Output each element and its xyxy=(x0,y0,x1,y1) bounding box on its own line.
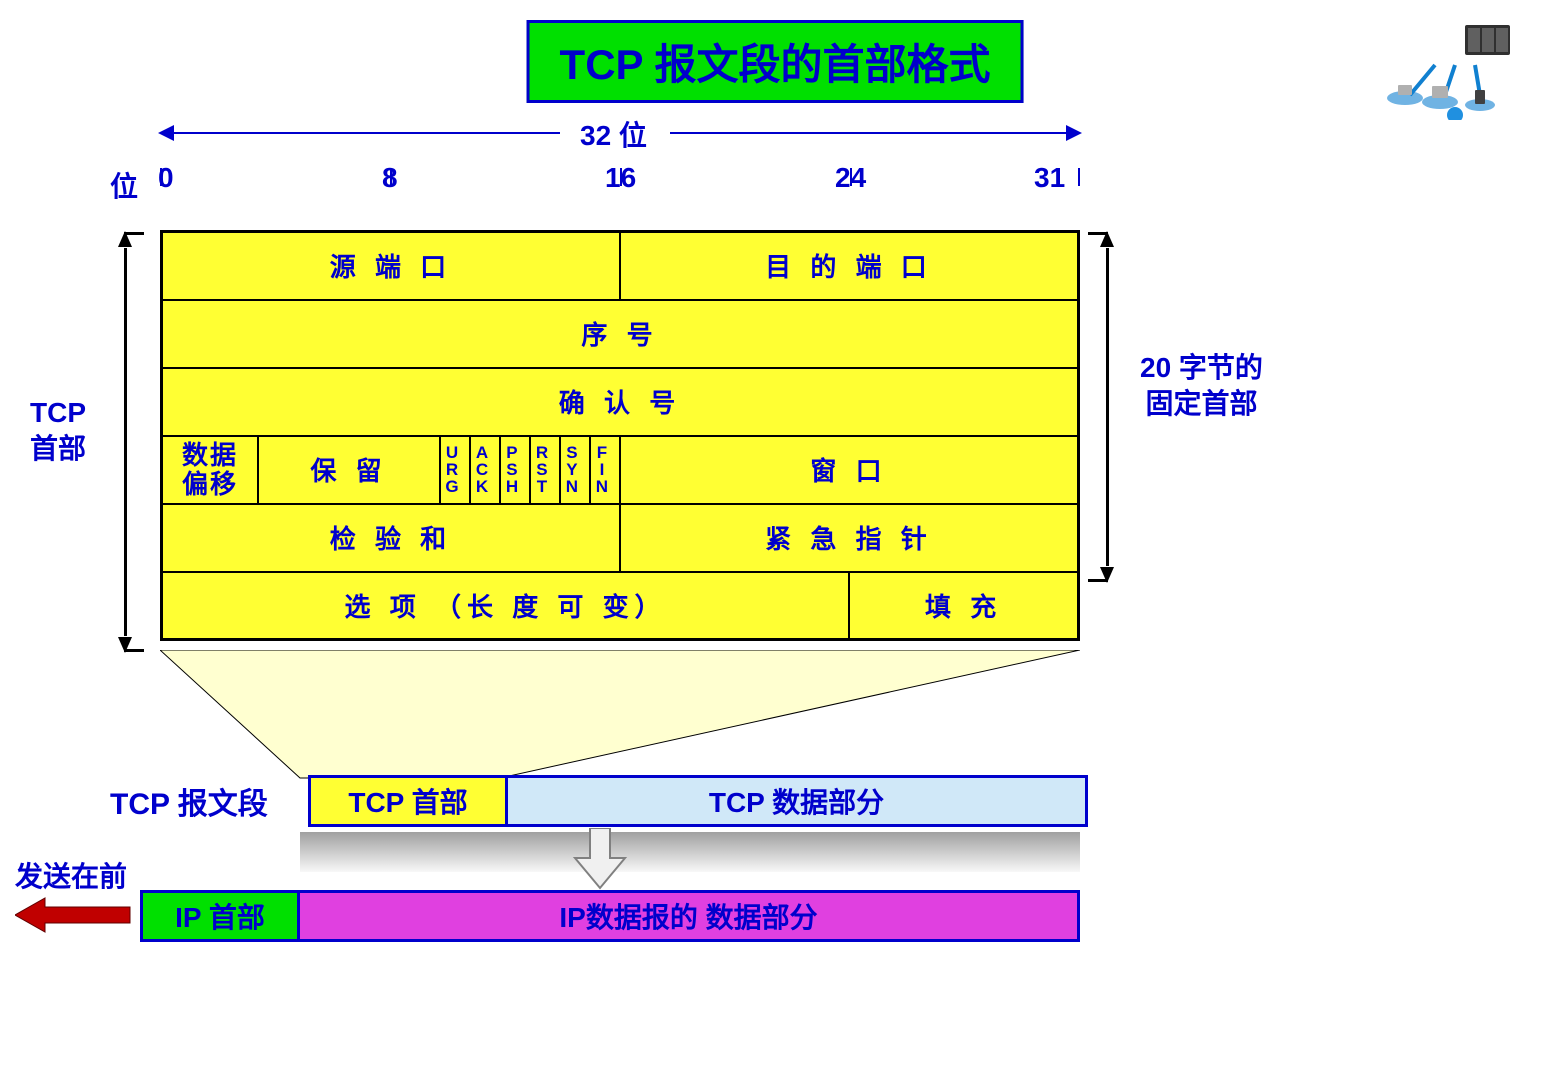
flag-fin: FIN xyxy=(590,436,620,504)
flag-urg: URG xyxy=(440,436,470,504)
tcp-segment-row: TCP 报文段 TCP 首部 TCP 数据部分 xyxy=(110,775,1088,827)
field-options: 选 项 （长 度 可 变） xyxy=(162,572,850,640)
field-padding: 填 充 xyxy=(849,572,1078,640)
field-window: 窗 口 xyxy=(620,436,1079,504)
send-first-label: 发送在前 xyxy=(15,855,127,895)
right-side-label: 20 字节的 固定首部 xyxy=(1140,350,1263,423)
left-bracket xyxy=(110,232,140,652)
flag-rst: RST xyxy=(530,436,560,504)
flag-syn: SYN xyxy=(560,436,590,504)
tcp-header-box: TCP 首部 xyxy=(308,775,508,827)
send-arrow-icon xyxy=(15,895,135,935)
left-side-label: TCP 首部 xyxy=(30,395,86,468)
tick-8: 8 xyxy=(382,162,398,194)
field-seq-num: 序 号 xyxy=(162,300,1079,368)
field-data-offset: 数据 偏移 xyxy=(162,436,258,504)
diagram-title: TCP 报文段的首部格式 xyxy=(527,20,1024,103)
flag-ack: ACK xyxy=(470,436,500,504)
field-dest-port: 目 的 端 口 xyxy=(620,232,1079,300)
right-bracket xyxy=(1092,232,1122,582)
gradient-connector xyxy=(300,832,1080,872)
network-icon xyxy=(1380,20,1520,120)
down-arrow-icon xyxy=(570,828,630,893)
field-checksum: 检 验 和 xyxy=(162,504,620,572)
tick-16: 16 xyxy=(605,162,636,194)
field-reserved: 保 留 xyxy=(258,436,440,504)
tcp-segment-label: TCP 报文段 xyxy=(110,779,300,823)
ip-header-box: IP 首部 xyxy=(140,890,300,942)
flag-psh: PSH xyxy=(500,436,530,504)
projection-trapezoid xyxy=(160,650,1080,780)
tick-0: 0 xyxy=(158,162,174,194)
tick-24: 24 xyxy=(835,162,866,194)
ip-datagram-row: IP 首部 IP数据报的 数据部分 xyxy=(140,890,1080,942)
field-urgent-ptr: 紧 急 指 针 xyxy=(620,504,1079,572)
field-source-port: 源 端 口 xyxy=(162,232,620,300)
tcp-header-table: 源 端 口 目 的 端 口 序 号 确 认 号 数据 偏移 保 留 URG AC… xyxy=(160,230,1080,641)
tick-31: 31 xyxy=(1034,162,1065,194)
ip-data-box: IP数据报的 数据部分 xyxy=(300,890,1080,942)
tcp-data-box: TCP 数据部分 xyxy=(508,775,1088,827)
field-ack-num: 确 认 号 xyxy=(162,368,1079,436)
bit-prefix-label: 位 xyxy=(110,165,138,205)
width-label: 32 位 xyxy=(580,114,647,154)
